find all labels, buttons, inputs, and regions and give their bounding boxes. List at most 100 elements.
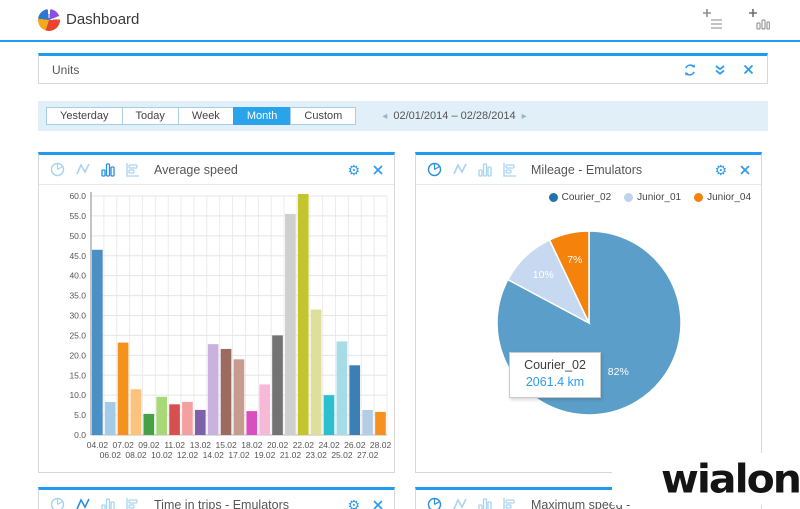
prev-period-icon[interactable]: ◂ (382, 110, 388, 122)
average-speed-panel: Average speed ⚙ 0.0 5.0 10.0 15.0 20.0 25.0 30… (38, 152, 395, 473)
average-speed-bar-chart: 0.0 5.0 10.0 15.0 20.0 25.0 30.0 35.0 40.0 45.0 50… (69, 191, 392, 460)
settings-gear-icon[interactable]: ⚙ (347, 161, 360, 178)
bar-19.02 (259, 384, 270, 435)
bar-18.02 (246, 411, 258, 435)
svg-text:24.02: 24.02 (318, 440, 340, 450)
svg-text:20.02: 20.02 (267, 440, 289, 450)
date-range-nav: ◂ 02/01/2014 – 02/28/2014 ▸ (382, 110, 526, 122)
date-range-button-today[interactable]: Today (121, 107, 178, 125)
settings-gear-icon[interactable]: ⚙ (714, 161, 727, 178)
collapse-double-chevron-icon[interactable] (714, 64, 726, 76)
bar-06.02 (104, 401, 116, 435)
bar-13.02 (194, 409, 206, 435)
svg-text:10.02: 10.02 (151, 450, 173, 460)
svg-text:26.02: 26.02 (344, 440, 366, 450)
app-logo-pie-icon (38, 9, 60, 31)
line-chart-type-icon[interactable] (75, 162, 91, 177)
units-panel-title: Units (52, 62, 80, 77)
date-range-button-month[interactable]: Month (232, 107, 291, 125)
svg-text:0.0: 0.0 (74, 430, 86, 440)
svg-text:09.02: 09.02 (138, 440, 160, 450)
svg-text:13.02: 13.02 (190, 440, 212, 450)
page-title: Dashboard (66, 11, 140, 28)
svg-text:04.02: 04.02 (87, 440, 109, 450)
svg-text:30.0: 30.0 (69, 311, 86, 321)
bar-24.02 (323, 395, 335, 435)
close-icon[interactable] (740, 164, 750, 175)
bar-20.02 (272, 335, 283, 435)
pie-tooltip: Courier_02 2061.4 km (509, 352, 601, 398)
hbar-chart-type-icon[interactable] (502, 162, 518, 177)
pie-chart-type-icon[interactable] (50, 162, 66, 177)
bar-25.02 (336, 341, 348, 435)
wialon-logo-text: wialon (660, 456, 800, 502)
svg-text:27.02: 27.02 (357, 450, 379, 460)
settings-gear-icon[interactable]: ⚙ (347, 496, 360, 509)
pie-chart-type-icon[interactable] (50, 497, 66, 509)
close-icon[interactable] (373, 164, 383, 175)
line-chart-type-icon[interactable] (452, 162, 468, 177)
close-icon[interactable] (743, 64, 754, 75)
date-range-button-yesterday[interactable]: Yesterday (46, 107, 122, 125)
date-range-button-week[interactable]: Week (177, 107, 233, 125)
svg-text:15.0: 15.0 (69, 370, 86, 380)
svg-text:12.02: 12.02 (177, 450, 199, 460)
svg-text:10.0: 10.0 (69, 390, 86, 400)
pie-legend: Courier_02 Junior_01 Junior_04 (416, 185, 761, 209)
svg-text:15.02: 15.02 (215, 440, 237, 450)
add-table-widget-icon[interactable] (702, 8, 724, 30)
svg-text:25.02: 25.02 (331, 450, 353, 460)
legend-item-Junior_04[interactable]: Junior_04 (694, 192, 751, 203)
svg-text:28.02: 28.02 (370, 440, 392, 450)
svg-text:11.02: 11.02 (164, 440, 185, 450)
bar-28.02 (375, 411, 386, 435)
app-header: Dashboard (0, 0, 800, 40)
column-chart-type-icon[interactable] (477, 162, 493, 177)
hbar-chart-type-icon[interactable] (125, 162, 141, 177)
bar-14.02 (207, 344, 219, 435)
bar-12.02 (182, 401, 193, 435)
svg-text:06.02: 06.02 (100, 450, 122, 460)
hbar-chart-type-icon[interactable] (125, 497, 141, 509)
close-icon[interactable] (373, 499, 383, 509)
bar-10.02 (156, 396, 168, 435)
pie-chart-type-icon[interactable] (427, 497, 443, 509)
legend-label: Courier_02 (561, 191, 612, 203)
svg-text:18.02: 18.02 (241, 440, 263, 450)
legend-label: Junior_04 (707, 191, 751, 203)
svg-text:17.02: 17.02 (228, 450, 250, 460)
column-chart-type-icon[interactable] (477, 497, 493, 509)
pie-chart-type-icon[interactable] (427, 162, 443, 177)
line-chart-type-icon[interactable] (75, 497, 91, 509)
bar-26.02 (349, 365, 361, 435)
average-speed-panel-header: Average speed ⚙ (39, 155, 394, 185)
pie-slice-Junior_04 (548, 230, 590, 324)
next-period-icon[interactable]: ▸ (521, 110, 527, 122)
bar-27.02 (362, 409, 373, 435)
average-speed-chart-body: 0.0 5.0 10.0 15.0 20.0 25.0 30.0 35.0 40.0 45.0 50… (39, 185, 394, 476)
legend-item-Courier_02[interactable]: Courier_02 (548, 191, 612, 203)
date-range-button-group: Yesterday Today Week Month Custom (46, 107, 357, 125)
date-range-button-custom[interactable]: Custom (290, 107, 357, 125)
column-chart-type-icon[interactable] (100, 497, 116, 509)
svg-text:7%: 7% (567, 254, 582, 266)
legend-item-Junior_01[interactable]: Junior_01 (624, 192, 681, 203)
date-filter-bar: Yesterday Today Week Month Custom ◂ 02/01/20… (38, 101, 768, 131)
line-chart-type-icon[interactable] (452, 497, 468, 509)
add-chart-widget-icon[interactable] (748, 8, 771, 30)
bar-09.02 (143, 413, 155, 435)
refresh-icon[interactable] (683, 63, 697, 77)
panel-title: Maximum speed - (531, 497, 631, 509)
svg-text:20.0: 20.0 (69, 350, 86, 360)
svg-text:5.0: 5.0 (74, 410, 86, 420)
time-in-trips-panel: Time in trips - Emulators ⚙ (38, 487, 395, 509)
svg-text:22.02: 22.02 (293, 440, 315, 450)
hbar-chart-type-icon[interactable] (502, 497, 518, 509)
bar-07.02 (117, 342, 129, 435)
svg-text:14.02: 14.02 (203, 450, 225, 460)
column-chart-type-icon[interactable] (100, 162, 116, 177)
bar-08.02 (130, 389, 142, 435)
panel-title: Mileage - Emulators (531, 162, 643, 177)
bar-11.02 (169, 404, 180, 435)
svg-text:45.0: 45.0 (69, 251, 86, 261)
